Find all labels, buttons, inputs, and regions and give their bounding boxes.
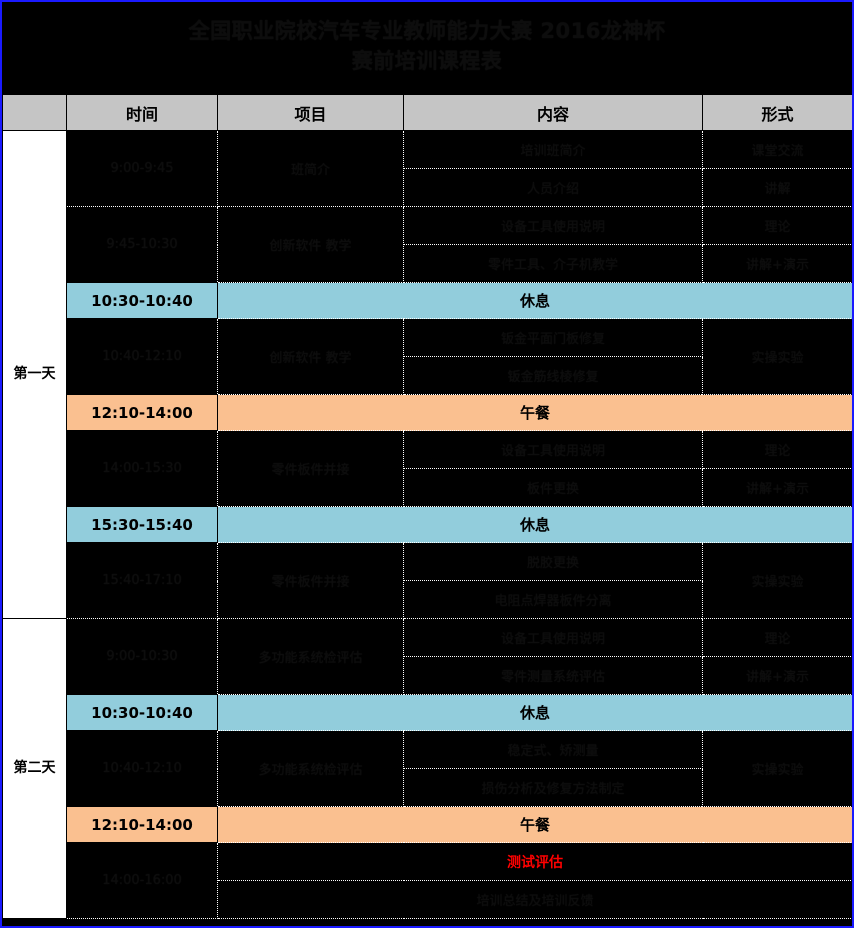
cell-format: 理论 [702, 206, 852, 245]
cell-format: 理论 [702, 430, 852, 469]
cell-project: 多功能系统检评估 [217, 730, 404, 807]
col-header-time: 时间 [66, 94, 218, 131]
cell-time: 9:45-10:30 [66, 206, 218, 283]
table-row: 第一天 9:00-9:45 班简介 培训班简介 课堂交流 [2, 130, 852, 619]
cell-time: 12:10-14:00 [66, 806, 218, 843]
cell-format: 讲解+演示 [702, 656, 852, 695]
title-line-2: 赛前培训课程表 [351, 49, 503, 73]
cell-content: 人员介绍 [403, 168, 703, 207]
cell-content: 损伤分析及修复方法制定 [403, 768, 703, 807]
title-block: 全国职业院校汽车专业教师能力大赛 2016龙神杯 赛前培训课程表 [2, 2, 852, 94]
cell-project: 多功能系统检评估 [217, 618, 404, 695]
cell-time: 10:40-12:10 [66, 730, 218, 807]
table-row-break: 10:30-10:40 休息 [3, 694, 852, 731]
cell-content: 钣金平面门板修复 [403, 318, 703, 357]
cell-format: 理论 [702, 618, 852, 657]
day-label-1: 第一天 [2, 130, 67, 619]
cell-break-label: 休息 [217, 282, 852, 319]
cell-break-label: 休息 [217, 506, 852, 543]
table-row: 14:00-16:00 测试评估 [3, 842, 852, 919]
col-header-project: 项目 [217, 94, 404, 131]
table-row: 9:45-10:30 创新软件 教学 设备工具使用说明 理论 [3, 206, 852, 283]
cell-format: 讲解+演示 [702, 244, 852, 283]
col-header-format: 形式 [702, 94, 852, 131]
cell-time: 10:30-10:40 [66, 694, 218, 731]
col-header-content: 内容 [403, 94, 703, 131]
cell-break-label: 休息 [217, 694, 852, 731]
cell-time: 14:00-16:00 [66, 842, 218, 919]
table-head: 时间 项目 内容 形式 [2, 94, 852, 131]
title-line-1: 全国职业院校汽车专业教师能力大赛 2016龙神杯 [188, 19, 666, 43]
cell-lunch-label: 午餐 [217, 394, 852, 431]
table-row: 电阻点焊器板件分离 [3, 580, 853, 619]
table-row: 10:40-12:10 创新软件 教学 钣金平面门板修复 实操实验 [3, 318, 852, 395]
cell-test-evaluation: 测试评估 [217, 842, 852, 881]
cell-content: 板件更换 [403, 468, 703, 507]
cell-content: 脱胶更换 [403, 542, 703, 581]
table-body: 第一天 9:00-9:45 班简介 培训班简介 课堂交流 人员介绍 讲解 9:4… [2, 130, 853, 919]
cell-format: 实操实验 [702, 318, 852, 395]
cell-content: 培训班简介 [403, 130, 703, 169]
cell-format: 实操实验 [702, 730, 852, 807]
day-label-2: 第二天 [2, 618, 67, 919]
cell-format: 实操实验 [702, 542, 852, 619]
table-row-lunch: 12:10-14:00 午餐 [3, 806, 852, 843]
cell-format: 讲解 [702, 168, 852, 207]
cell-format: 课堂交流 [702, 130, 852, 169]
cell-time: 12:10-14:00 [66, 394, 218, 431]
cell-content: 设备工具使用说明 [403, 618, 703, 657]
cell-content: 设备工具使用说明 [403, 430, 703, 469]
cell-content: 培训总结及培训反馈 [217, 880, 852, 919]
table-row: 10:40-12:10 多功能系统检评估 稳定式、矫测量 实操实验 [3, 730, 852, 807]
footer-note: 培训人数：16人/期（最大容量） [2, 919, 852, 926]
table-row: 板件更换 讲解+演示 [3, 468, 852, 507]
cell-time: 9:00-10:30 [66, 618, 218, 695]
cell-content: 零件测量系统评估 [403, 656, 703, 695]
table-row-break: 15:30-15:40 休息 [3, 506, 852, 543]
cell-time: 9:00-9:45 [66, 130, 218, 207]
cell-content: 钣金筋线棱修复 [403, 356, 703, 395]
cell-project: 创新软件 教学 [217, 206, 404, 283]
schedule-table: 时间 项目 内容 形式 第一天 9:00-9:45 班简介 培训班简介 课堂交流… [2, 94, 853, 919]
cell-time: 14:00-15:30 [66, 430, 218, 507]
cell-lunch-label: 午餐 [217, 806, 852, 843]
header-row: 时间 项目 内容 形式 [2, 94, 852, 131]
cell-content: 电阻点焊器板件分离 [403, 580, 703, 619]
table-row: 14:00-15:30 零件板件并接 设备工具使用说明 理论 [3, 430, 852, 507]
table-row: 钣金筋线棱修复 [3, 356, 853, 395]
cell-time: 15:30-15:40 [66, 506, 218, 543]
cell-content: 零件工具、介子机教学 [403, 244, 703, 283]
cell-content: 稳定式、矫测量 [403, 730, 703, 769]
table-row: 培训总结及培训反馈 [3, 880, 852, 919]
cell-format: 讲解+演示 [702, 468, 852, 507]
table-row: 零件测量系统评估 讲解+演示 [3, 656, 852, 695]
table-row-lunch: 12:10-14:00 午餐 [3, 394, 852, 431]
table-row: 第二天 9:00-10:30 多功能系统检评估 设备工具使用说明 理论 [2, 618, 852, 919]
table-row: 15:40-17:10 零件板件并接 脱胶更换 实操实验 [3, 542, 852, 619]
cell-project: 零件板件并接 [217, 542, 404, 619]
cell-time: 15:40-17:10 [66, 542, 218, 619]
table-row: 损伤分析及修复方法制定 [3, 768, 853, 807]
cell-time: 10:40-12:10 [66, 318, 218, 395]
table-row: 人员介绍 讲解 [3, 168, 852, 207]
col-header-day [2, 94, 67, 131]
cell-content: 设备工具使用说明 [403, 206, 703, 245]
cell-project: 零件板件并接 [217, 430, 404, 507]
cell-project: 创新软件 教学 [217, 318, 404, 395]
table-row-break: 10:30-10:40 休息 [3, 282, 852, 319]
cell-project: 班简介 [217, 130, 404, 207]
cell-time: 10:30-10:40 [66, 282, 218, 319]
